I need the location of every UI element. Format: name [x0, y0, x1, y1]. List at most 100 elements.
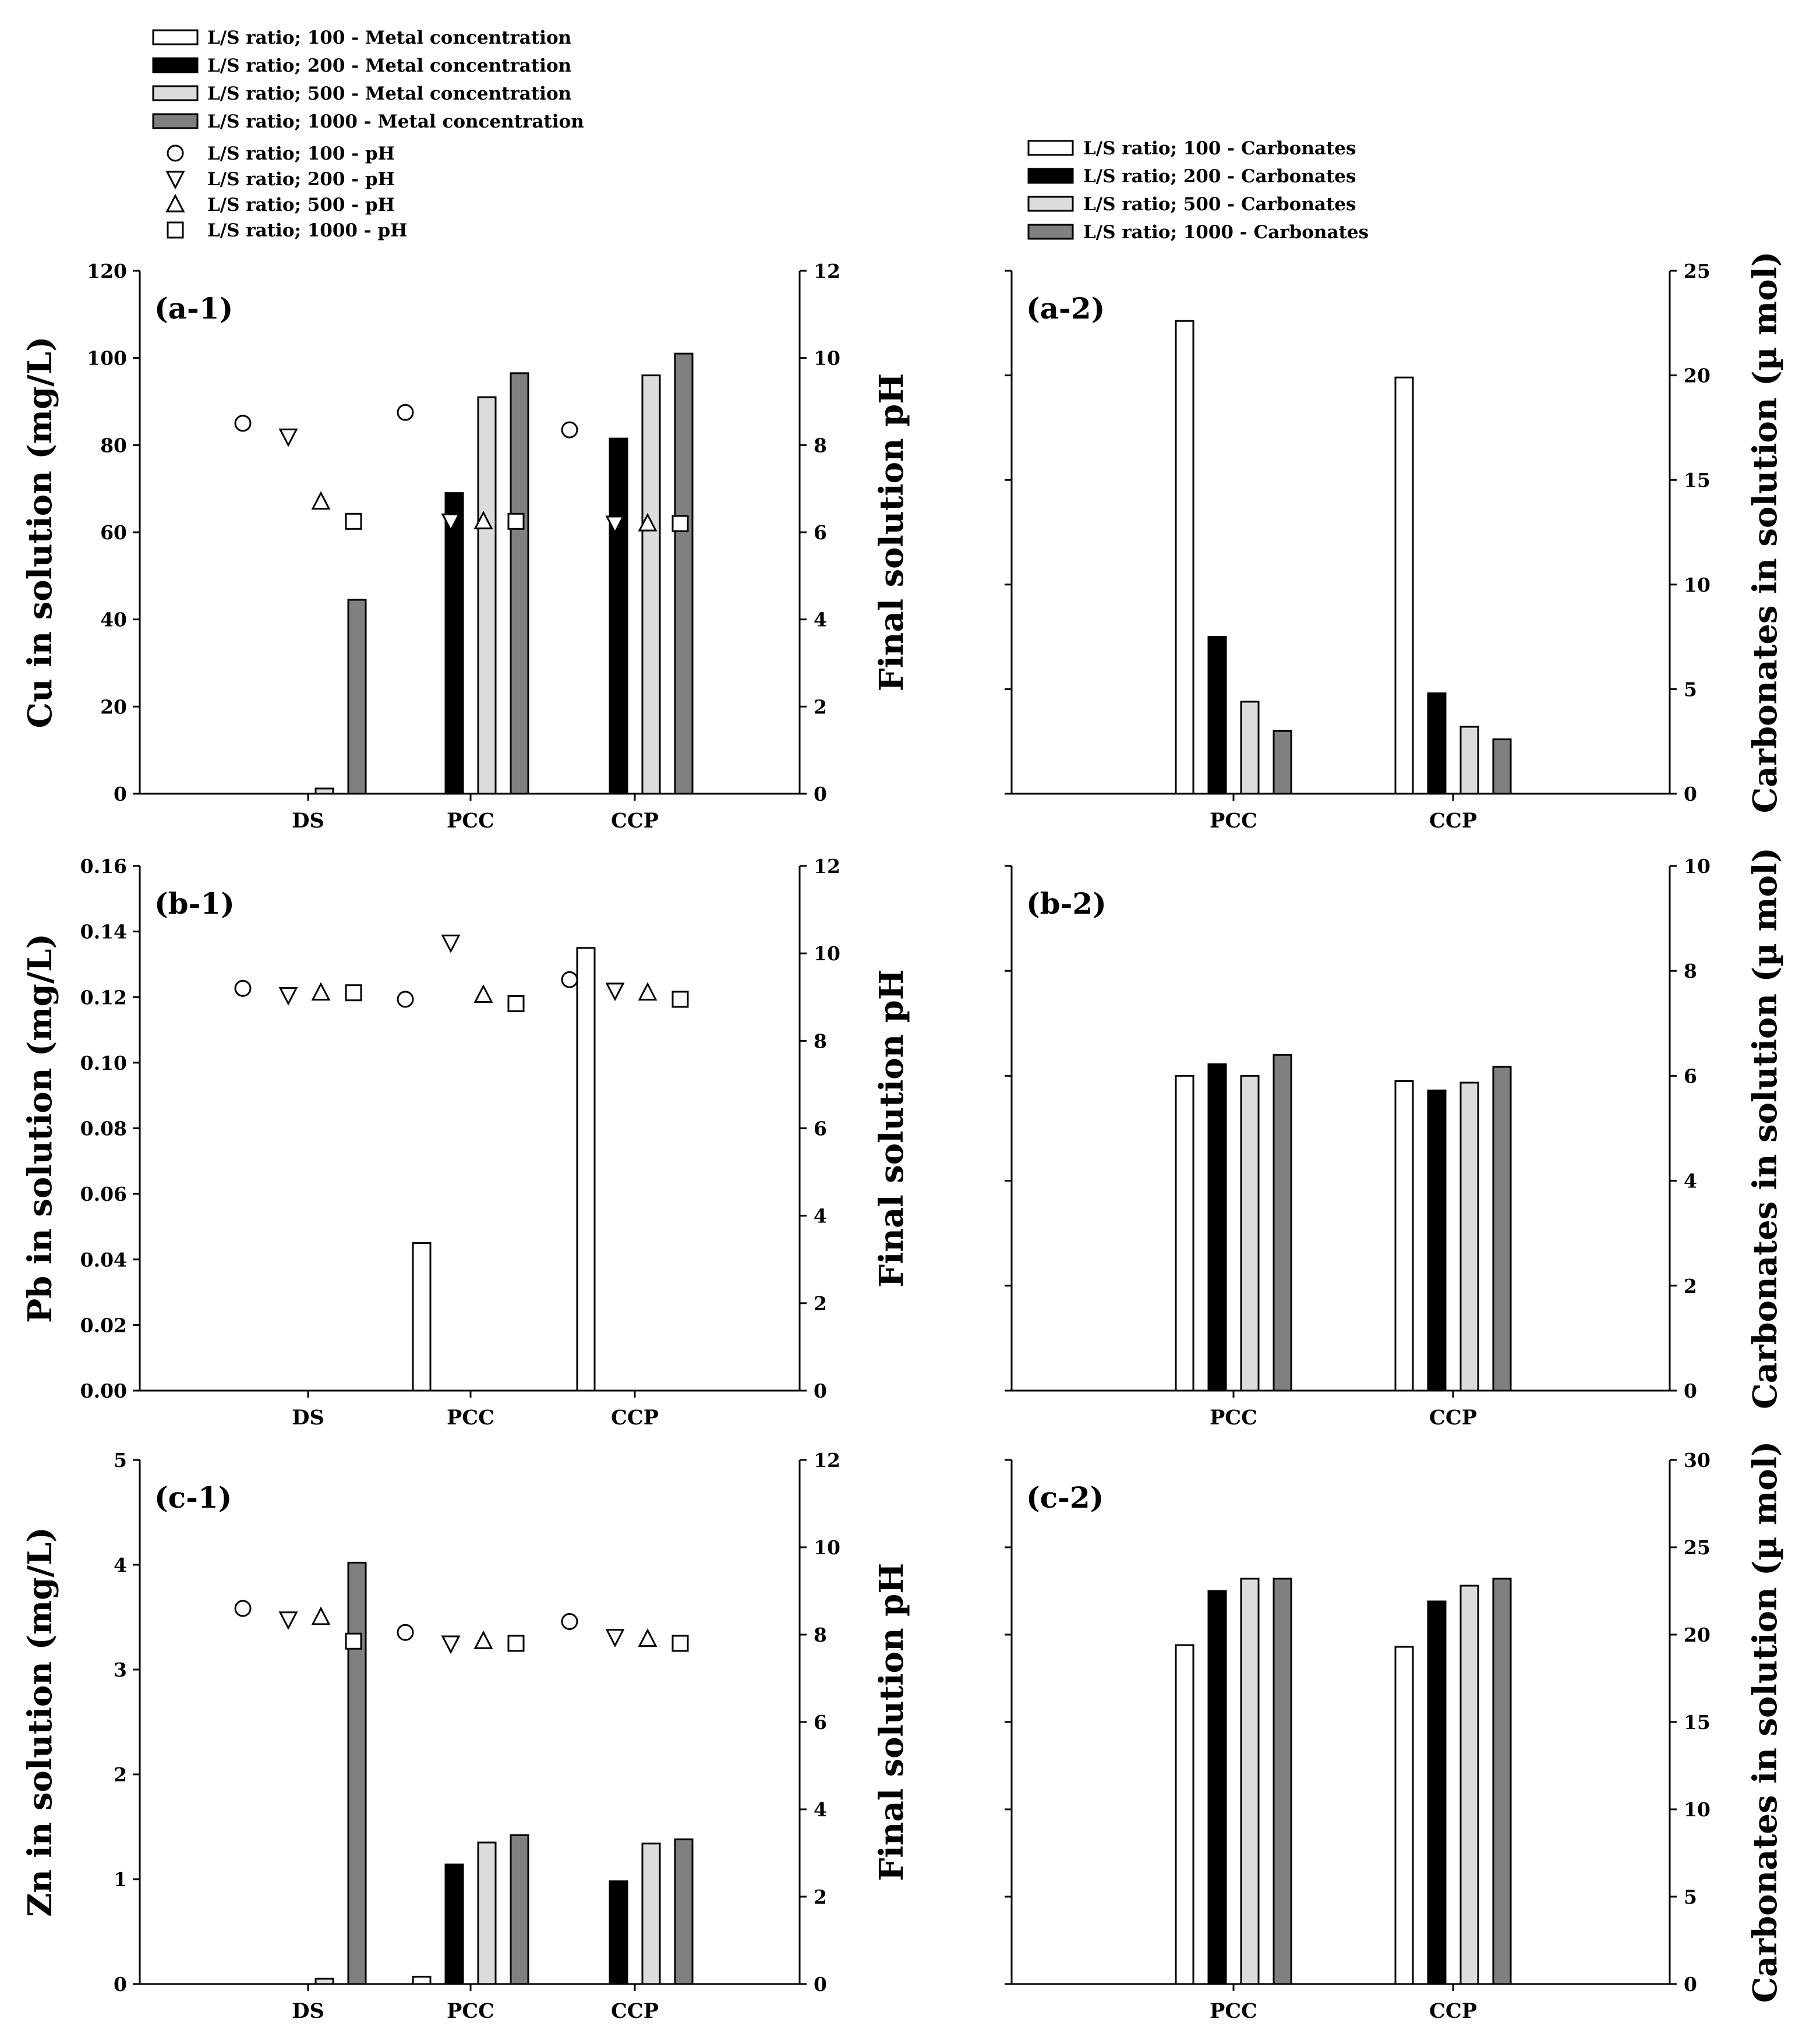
x-tick-label: CCP [611, 1406, 659, 1430]
y2-tick-label: 10 [814, 1536, 840, 1559]
y-tick-label: 4 [1684, 1170, 1697, 1193]
bar [1240, 701, 1260, 795]
y-tick-label: 10 [1684, 855, 1710, 878]
y2-tick-label: 4 [814, 1798, 827, 1821]
bar [1394, 376, 1414, 795]
bar [1273, 1053, 1292, 1392]
bar [1240, 1578, 1260, 1985]
ph-point [441, 934, 461, 953]
legend-swatch [152, 57, 199, 73]
y-tick-label: 120 [87, 260, 127, 282]
bar [1427, 1600, 1447, 1985]
y-tick-label: 100 [87, 347, 127, 370]
ph-point [638, 512, 658, 532]
y-tick-label: 25 [1684, 1536, 1710, 1559]
bar [1175, 1644, 1194, 1985]
bar [1207, 1063, 1227, 1392]
ph-point [441, 1635, 461, 1654]
y-tick-label: 2 [1684, 1275, 1697, 1297]
legend-swatch [152, 29, 199, 45]
ph-point [345, 984, 362, 1002]
y-tick-label: 5 [114, 1449, 127, 1472]
bar [477, 396, 497, 795]
ph-point [507, 1635, 525, 1652]
panel-b-1: DS PCC CCP 0.00 0.02 0.04 0.06 0.08 0.10 0.12 0.14… [21, 855, 911, 1430]
y-tick-label: 15 [1684, 1711, 1710, 1734]
bar [609, 437, 628, 795]
y-tick-label: 6 [1684, 1065, 1697, 1087]
y-axis-title: Carbonates in solution (µ mol) [1746, 1441, 1784, 2003]
panel-label: (c-1) [154, 1480, 232, 1515]
y-tick-label: 0 [1684, 783, 1697, 805]
y-tick-label: 80 [100, 434, 127, 457]
y-tick-label: 20 [1684, 1624, 1710, 1646]
y-tick-label: 0.04 [80, 1249, 127, 1271]
ph-point [234, 979, 252, 997]
y2-tick-label: 12 [814, 260, 840, 282]
y-tick-label: 2 [114, 1763, 127, 1786]
x-tick-label: PCC [447, 1999, 494, 2023]
y-tick-label: 0.00 [80, 1380, 127, 1402]
ph-point [671, 1635, 689, 1652]
ph-point [441, 513, 461, 532]
y-tick-label: 20 [1684, 365, 1710, 387]
y-tick-label: 0 [114, 783, 127, 805]
y2-tick-label: 8 [814, 434, 827, 457]
x-tick-label: PCC [447, 809, 494, 833]
bar [1207, 636, 1227, 795]
y2-tick-label: 2 [814, 695, 827, 718]
y2-tick-label: 10 [814, 347, 840, 370]
y2-tick-label: 8 [814, 1030, 827, 1052]
ph-point [278, 986, 298, 1006]
bar [412, 1242, 432, 1392]
legend-marker [167, 221, 184, 239]
panel-label: (c-2) [1026, 1480, 1104, 1515]
legend-label: L/S ratio; 200 - pH [207, 169, 395, 190]
bar [1175, 1074, 1194, 1392]
legend-marker [165, 193, 185, 213]
legend-marker [167, 144, 184, 162]
bar [1492, 738, 1512, 795]
y-tick-label: 1 [114, 1868, 127, 1891]
bar [1459, 1585, 1479, 1985]
y2-tick-label: 10 [814, 942, 840, 965]
legend-metal: L/S ratio; 100 - Metal concentration L/S … [152, 27, 584, 241]
ph-point [311, 982, 331, 1001]
y-tick-label: 0.08 [80, 1118, 127, 1140]
ph-point [605, 1629, 625, 1648]
y-axis-title: Cu in solution (mg/L) [21, 336, 59, 728]
bar [510, 1834, 529, 1985]
y-tick-label: 0 [114, 1973, 127, 1996]
x-tick-label: CCP [611, 1999, 659, 2023]
y-tick-label: 15 [1684, 469, 1710, 491]
legend-swatch [1027, 224, 1074, 240]
legend-label: L/S ratio; 100 - pH [207, 143, 395, 164]
y2-tick-label: 0 [814, 1380, 827, 1402]
panel-a-1: DS PCC CCP 0 20 40 60 80 100 120 0 2 4 6 8 10 12 Cu in so… [21, 260, 911, 833]
y-tick-label: 3 [114, 1658, 127, 1681]
ph-point [638, 1628, 658, 1647]
y2-axis-title: Final solution pH [872, 373, 911, 691]
bar [1394, 1646, 1414, 1985]
bar [1394, 1080, 1414, 1392]
legend-label: L/S ratio; 500 - pH [207, 195, 395, 215]
legend-carbonates: L/S ratio; 100 - Carbonates L/S ratio; 20… [1027, 138, 1369, 243]
legend-label: L/S ratio; 1000 - Carbonates [1083, 222, 1369, 243]
bar [444, 492, 464, 795]
bar [1175, 320, 1194, 795]
y2-tick-label: 2 [814, 1292, 827, 1315]
bar [609, 1880, 628, 1985]
y-tick-label: 0 [1684, 1973, 1697, 1996]
y2-tick-label: 12 [814, 855, 840, 878]
panel-label: (a-1) [154, 291, 233, 326]
ph-point [278, 428, 298, 447]
ph-point [345, 512, 362, 530]
y-tick-label: 0 [1684, 1380, 1697, 1402]
legend-label: L/S ratio; 100 - Carbonates [1083, 138, 1356, 159]
ph-point [311, 491, 331, 510]
bar [510, 372, 529, 795]
x-tick-label: DS [292, 809, 324, 833]
legend-swatch [1027, 168, 1074, 184]
